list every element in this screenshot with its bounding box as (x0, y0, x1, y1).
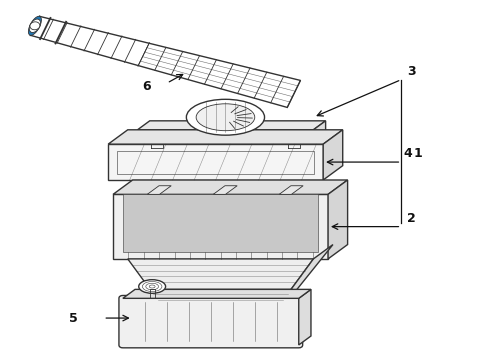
FancyBboxPatch shape (113, 194, 328, 259)
Polygon shape (128, 259, 314, 306)
Polygon shape (30, 22, 40, 30)
Text: 5: 5 (69, 311, 78, 325)
Polygon shape (108, 130, 343, 144)
Polygon shape (123, 289, 311, 298)
Polygon shape (28, 16, 41, 35)
Polygon shape (113, 180, 347, 194)
Polygon shape (323, 130, 343, 180)
Ellipse shape (139, 280, 166, 293)
Polygon shape (138, 121, 326, 130)
FancyBboxPatch shape (108, 144, 323, 180)
Text: 3: 3 (407, 65, 416, 78)
Polygon shape (147, 186, 171, 194)
FancyBboxPatch shape (123, 194, 318, 252)
Polygon shape (279, 244, 333, 306)
Text: 1: 1 (414, 147, 422, 160)
Polygon shape (29, 19, 41, 32)
Polygon shape (279, 186, 303, 194)
FancyBboxPatch shape (138, 130, 314, 144)
Text: 6: 6 (143, 80, 151, 93)
Text: 2: 2 (407, 212, 416, 225)
Ellipse shape (196, 104, 255, 131)
Polygon shape (299, 289, 311, 345)
Text: 4: 4 (404, 147, 413, 160)
Polygon shape (30, 16, 300, 107)
Polygon shape (314, 121, 326, 144)
FancyBboxPatch shape (119, 296, 303, 348)
Polygon shape (213, 186, 237, 194)
Ellipse shape (186, 99, 265, 135)
Polygon shape (328, 180, 347, 259)
